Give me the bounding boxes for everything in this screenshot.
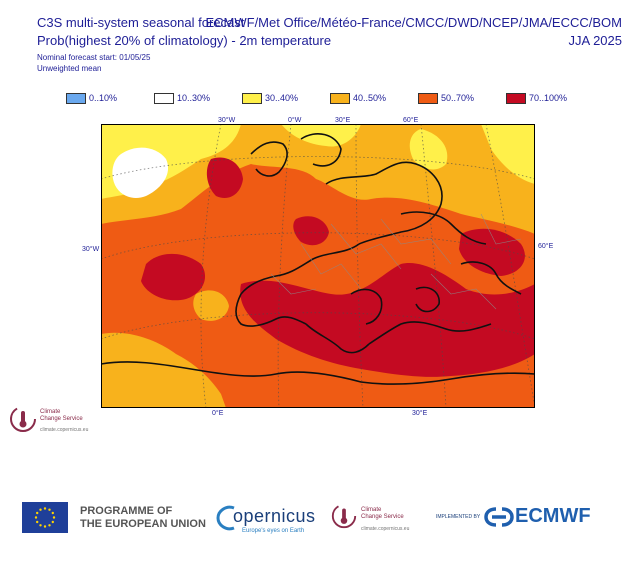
- legend-item: 50..70%: [418, 91, 474, 105]
- region-40-50-iberia: [193, 290, 229, 321]
- ccs-footer-url: climate.copernicus.eu: [361, 526, 410, 532]
- tick-top-30e: 30°E: [335, 117, 351, 124]
- legend-swatch: [330, 92, 350, 104]
- region-30-40-top: [281, 124, 361, 147]
- ccs-small-line2: Change Service: [40, 416, 83, 422]
- legend-item: 0..10%: [66, 91, 117, 105]
- forecast-start: Nominal forecast start: 01/05/25: [37, 53, 151, 62]
- chart-subtitle: Prob(highest 20% of climatology) - 2m te…: [37, 33, 332, 48]
- legend-label: 30..40%: [265, 93, 299, 103]
- thermometer-logo-icon: [10, 406, 36, 432]
- legend-item: 70..100%: [506, 91, 567, 105]
- implemented-by: IMPLEMENTED BY: [436, 514, 481, 520]
- region-30-40-mid: [409, 129, 448, 170]
- ccs-footer-logo: Climate Change Service climate.copernicu…: [330, 500, 425, 540]
- copernicus-wordmark: opernicus: [233, 506, 316, 526]
- copernicus-tagline: Europe's eyes on Earth: [242, 528, 305, 534]
- legend-label: 0..10%: [89, 93, 118, 103]
- tick-bottom-30e: 30°E: [412, 410, 428, 417]
- legend-swatch: [418, 92, 438, 104]
- models-list: ECMWF/Met Office/Météo-France/CMCC/DWD/N…: [205, 15, 622, 30]
- legend-label: 50..70%: [441, 93, 475, 103]
- legend-swatch: [66, 92, 86, 104]
- legend-label: 10..30%: [177, 93, 211, 103]
- tick-top-60e: 60°E: [403, 117, 419, 124]
- region-30-40-east: [481, 124, 535, 184]
- region-70-100-west: [206, 157, 243, 199]
- tick-top-30w: 30°W: [218, 117, 236, 124]
- graticule: [101, 124, 535, 408]
- programme-line2: THE EUROPEAN UNION: [80, 518, 206, 530]
- thermometer-footer-icon: [331, 503, 357, 529]
- legend-swatch: [154, 92, 174, 104]
- ccs-footer-line2: Change Service: [361, 514, 404, 520]
- map-frame: [101, 124, 535, 408]
- chart-title: C3S multi-system seasonal forecast: [37, 15, 245, 30]
- legend-label: 40..50%: [353, 93, 387, 103]
- legend-item: 30..40%: [242, 91, 298, 105]
- region-70-100-mediterranean: [240, 263, 535, 377]
- eu-flag-icon: [22, 502, 68, 533]
- legend-item: 40..50%: [330, 91, 386, 105]
- region-40-50-south: [101, 332, 226, 408]
- region-10-30: [112, 147, 169, 199]
- legend-swatch: [506, 92, 526, 104]
- probability-map: [101, 124, 535, 408]
- tick-bottom-0e: 0°E: [212, 410, 224, 417]
- season-label: JJA 2025: [568, 33, 623, 48]
- ecmwf-wordmark: ECMWF: [515, 505, 591, 527]
- copernicus-logo: opernicus Europe's eyes on Earth: [216, 500, 315, 540]
- region-70-100-atlantic: [141, 253, 206, 301]
- legend-item: 10..30%: [154, 91, 210, 105]
- legend-swatch: [242, 92, 262, 104]
- legend-label: 70..100%: [529, 93, 568, 103]
- weighting-note: Unweighted mean: [37, 64, 102, 73]
- copernicus-c-icon: [216, 505, 235, 531]
- tick-top-0w: 0°W: [288, 117, 302, 124]
- ccs-footer-line1: Climate: [361, 507, 382, 513]
- ccs-small-line1: Climate: [40, 409, 61, 415]
- ecmwf-logo-icon: [484, 507, 514, 527]
- tick-left-30w: 30°W: [82, 246, 100, 253]
- coastlines: [101, 133, 535, 385]
- tick-right-60e: 60°E: [538, 243, 554, 250]
- ccs-small-url: climate.copernicus.eu: [40, 427, 89, 433]
- ccs-small-logo: Climate Change Service climate.copernicu…: [8, 402, 98, 438]
- programme-line1: PROGRAMME OF: [80, 505, 173, 517]
- country-borders: [270, 213, 522, 310]
- region-70-100-north-central: [293, 216, 329, 246]
